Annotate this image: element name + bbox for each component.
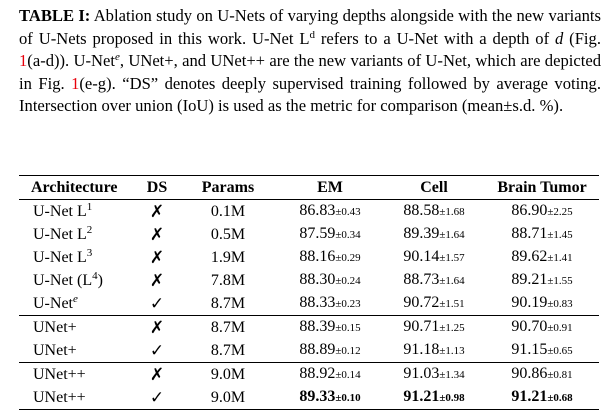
arch-superscript: 4 [92, 269, 98, 282]
table-row: UNet+ ✓ 8.7M 88.89±0.12 91.18±1.13 91.15±0.65 [19, 339, 599, 363]
cell-params: 1.9M [210, 248, 246, 266]
cell-brain-tumor: 90.70±0.91 [511, 318, 573, 335]
cell-params: 0.1M [210, 202, 246, 220]
cell-em: 88.39±0.15 [299, 318, 361, 335]
cell-em: 87.59±0.34 [299, 225, 361, 242]
cell-em: 88.89±0.12 [299, 341, 361, 358]
cell-params: 8.7M [210, 318, 246, 336]
header-em: EM [317, 178, 343, 196]
cell-params: 9.0M [210, 388, 246, 406]
cell-architecture: UNet+ [33, 318, 77, 336]
cell-brain-tumor: 89.21±1.55 [511, 271, 573, 288]
cell-em: 88.92±0.14 [299, 365, 361, 382]
table-row: U-Net L2 ✗ 0.5M 87.59±0.34 89.39±1.64 88.71±1… [19, 223, 599, 246]
cell-cell: 90.72±1.51 [403, 294, 465, 311]
figure-ref-link[interactable]: 1 [19, 51, 28, 71]
table-row: U-Nete ✓ 8.7M 88.33±0.23 90.72±1.51 90.19±0.8… [19, 292, 599, 316]
figure-ref-link[interactable]: 1 [71, 73, 80, 93]
table-body: U-Net L1 ✗ 0.1M 86.83±0.43 88.58±1.68 86.90±2… [19, 200, 599, 410]
caption-text: (e-g). “DS” denotes deeply supervised tr… [19, 73, 601, 116]
caption-text: , UNet+, and UNet++ are the new variants… [19, 51, 602, 93]
cell-brain-tumor: 86.90±2.25 [511, 202, 573, 219]
caption-text: (a-d)). U-Net [27, 51, 115, 71]
arch-superscript: 2 [86, 223, 93, 236]
cross-icon: ✗ [149, 247, 165, 267]
cell-architecture: U-Nete [33, 292, 78, 312]
cell-cell: 91.18±1.13 [403, 341, 465, 358]
header-brain-tumor: Brain Tumor [497, 178, 587, 196]
cell-em: 88.30±0.24 [299, 271, 361, 288]
cell-params: 9.0M [210, 365, 246, 383]
header-architecture: Architecture [31, 178, 118, 196]
cell-brain-tumor: 90.86±0.81 [511, 365, 573, 382]
cell-brain-tumor: 88.71±1.45 [511, 225, 573, 242]
caption-sup-d: d [309, 28, 316, 41]
caption-text: (Fig. [563, 28, 601, 48]
cell-architecture: UNet++ [33, 388, 86, 406]
header-cell: Cell [420, 178, 448, 196]
check-icon: ✓ [149, 340, 165, 360]
table-row: UNet+ ✗ 8.7M 88.39±0.15 90.71±1.25 90.70±0.91 [19, 315, 599, 340]
cell-em: 89.33±0.10 [299, 388, 361, 405]
arch-superscript: 1 [86, 200, 93, 213]
cell-cell: 89.39±1.64 [403, 225, 465, 242]
cross-icon: ✗ [149, 317, 165, 337]
cell-em: 88.33±0.23 [299, 294, 361, 311]
cross-icon: ✗ [149, 201, 165, 221]
table-row: U-Net L1 ✗ 0.1M 86.83±0.43 88.58±1.68 86.90±2… [19, 200, 599, 224]
cell-architecture: U-Net L2 [33, 223, 93, 243]
caption-text: refers to a U-Net with a depth of [315, 28, 555, 48]
table-row: UNet++ ✗ 9.0M 88.92±0.14 91.03±1.34 90.86±0.8… [19, 362, 599, 387]
cross-icon: ✗ [149, 224, 165, 244]
cross-icon: ✗ [149, 364, 165, 384]
cell-brain-tumor: 89.62±1.41 [511, 248, 573, 265]
cell-params: 8.7M [210, 294, 246, 312]
ablation-table: Architecture DS Params EM Cell Brain Tum… [19, 175, 599, 410]
table-row: UNet++ ✓ 9.0M 89.33±0.10 91.21±0.98 91.21±0.6… [19, 386, 599, 410]
caption-sup-e: e [115, 51, 120, 64]
cell-architecture: UNet++ [33, 365, 86, 383]
header-ds: DS [146, 178, 168, 196]
cell-params: 0.5M [210, 225, 246, 243]
cell-cell: 90.71±1.25 [403, 318, 465, 335]
cell-brain-tumor: 91.21±0.68 [511, 388, 573, 405]
cell-brain-tumor: 90.19±0.83 [511, 294, 573, 311]
cell-cell: 88.58±1.68 [403, 202, 465, 219]
caption-var-d: d [555, 28, 564, 48]
cross-icon: ✗ [149, 270, 165, 290]
header-params: Params [201, 178, 255, 196]
cell-em: 88.16±0.29 [299, 248, 361, 265]
cell-architecture: UNet+ [33, 341, 77, 359]
check-icon: ✓ [149, 387, 165, 407]
arch-superscript: 3 [86, 246, 93, 259]
cell-em: 86.83±0.43 [299, 202, 361, 219]
table-caption: TABLE I: Ablation study on U-Nets of var… [19, 5, 601, 118]
table-row: U-Net (L4) ✗ 7.8M 88.30±0.24 88.73±1.64 89.21… [19, 269, 599, 292]
cell-brain-tumor: 91.15±0.65 [511, 341, 573, 358]
cell-cell: 91.21±0.98 [403, 388, 465, 405]
cell-params: 7.8M [210, 271, 246, 289]
table-row: U-Net L3 ✗ 1.9M 88.16±0.29 90.14±1.57 89.62±1… [19, 246, 599, 269]
cell-architecture: U-Net L1 [33, 200, 93, 220]
arch-superscript: e [72, 292, 78, 305]
cell-params: 8.7M [210, 341, 246, 359]
cell-cell: 90.14±1.57 [403, 248, 465, 265]
check-icon: ✓ [149, 293, 165, 313]
caption-label: TABLE I: [19, 6, 91, 25]
cell-architecture: U-Net (L4) [33, 269, 103, 289]
cell-cell: 91.03±1.34 [403, 365, 465, 382]
cell-architecture: U-Net L3 [33, 246, 93, 266]
cell-cell: 88.73±1.64 [403, 271, 465, 288]
table-header-row: Architecture DS Params EM Cell Brain Tum… [19, 175, 599, 200]
caption-text: Ablation study on U-Nets of varying dept… [19, 6, 601, 48]
